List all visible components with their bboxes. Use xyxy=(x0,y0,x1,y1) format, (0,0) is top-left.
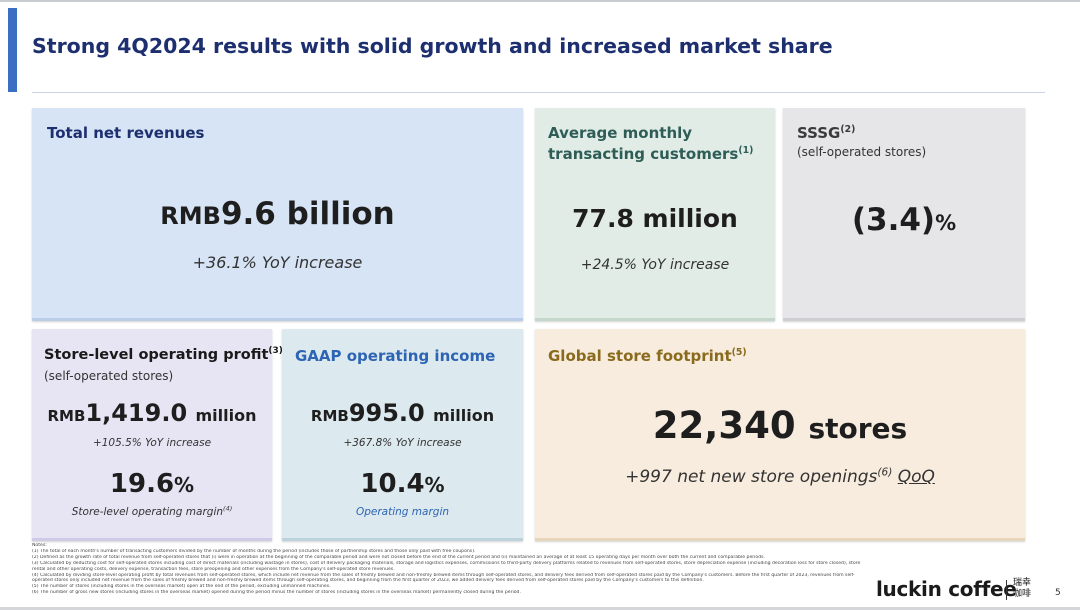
card-label: SSSG(2) xyxy=(797,124,855,142)
label-text: SSSG xyxy=(797,124,841,142)
card-label-line1: Average monthly xyxy=(548,124,693,142)
card-monthly-transacting-customers: Average monthly transacting customers(1)… xyxy=(535,108,775,321)
footnote-ref: (1) xyxy=(738,145,754,156)
card-label: Total net revenues xyxy=(47,124,205,142)
store-profit-yoy-change: +105.5% YoY increase xyxy=(92,437,212,449)
footnote-line: rental and other operating costs, delive… xyxy=(32,566,395,572)
footnote-line: (1) The total of each month's number of … xyxy=(32,548,476,554)
percent-sign: % xyxy=(174,473,195,497)
customers-yoy-change: +24.5% YoY increase xyxy=(580,257,730,273)
card-sublabel: (self-operated stores) xyxy=(797,145,927,159)
card-label: Store-level operating profit(3) xyxy=(44,347,283,363)
customers-value: 77.8 million xyxy=(572,204,738,233)
sssg-value: (3.4)% xyxy=(783,202,1025,238)
value-unit: million xyxy=(195,406,257,425)
footnote-line: (3) Calculated by deducting cost for sel… xyxy=(32,560,861,566)
label-text: Store-level operating profit xyxy=(44,347,269,363)
revenue-value: RMB9.6 billion xyxy=(32,196,523,232)
value-text: 1,419.0 xyxy=(85,399,188,427)
footnotes: Notes: (1) The total of each month's num… xyxy=(32,543,867,596)
value-text: 10.4 xyxy=(360,469,425,499)
footnote-ref: (4) xyxy=(223,504,233,513)
slide-bottom-edge xyxy=(0,607,1080,610)
title-divider xyxy=(32,92,1045,93)
slide-title: Strong 4Q2024 results with solid growth … xyxy=(32,34,833,58)
gaap-margin-label: Operating margin xyxy=(355,506,450,518)
card-label-line2: transacting customers(1) xyxy=(548,145,753,163)
net-new-stores-change: +997 net new store openings(6) QoQ xyxy=(535,467,1025,487)
label-text: Global store footprint xyxy=(548,347,732,365)
value-text: (3.4) xyxy=(851,202,936,238)
title-accent-bar xyxy=(8,8,17,92)
footnote-line: (2) Defined as the growth rate of total … xyxy=(32,554,766,560)
footnote-line: (6) The number of gross new stores (incl… xyxy=(32,590,521,596)
label-text: Store-level operating margin xyxy=(71,506,224,518)
logo-divider xyxy=(1006,580,1007,600)
luckin-coffee-logo: luckin coffee xyxy=(876,577,1017,601)
footnote-ref: (2) xyxy=(840,124,856,135)
gaap-yoy-change: +367.8% YoY increase xyxy=(343,437,462,449)
store-profit-value: RMB1,419.0 million xyxy=(32,399,272,427)
value-text: 9.6 billion xyxy=(220,196,395,232)
footnotes-heading: Notes: xyxy=(32,543,47,548)
value-unit: stores xyxy=(808,412,908,445)
footnote-ref: (3) xyxy=(268,346,283,357)
value-unit: million xyxy=(433,406,495,425)
gaap-margin-value: 10.4% xyxy=(282,469,523,499)
logo-cn-line: 咖啡 xyxy=(1013,589,1032,599)
footnote-ref: (5) xyxy=(731,347,747,358)
slide-top-edge xyxy=(0,0,1080,2)
store-margin-value: 19.6% xyxy=(32,469,272,499)
label-text: transacting customers xyxy=(548,145,739,163)
percent-sign: % xyxy=(424,473,445,497)
card-total-net-revenues: Total net revenues RMB9.6 billion +36.1%… xyxy=(32,108,523,321)
card-sssg: SSSG(2) (self-operated stores) (3.4)% xyxy=(783,108,1025,321)
store-count-value: 22,340 stores xyxy=(535,404,1025,447)
card-label: Global store footprint(5) xyxy=(548,347,747,365)
page-number: 5 xyxy=(1055,588,1061,598)
card-label: GAAP operating income xyxy=(295,347,496,365)
revenue-yoy-change: +36.1% YoY increase xyxy=(192,253,363,272)
value-text: 19.6 xyxy=(109,469,175,499)
currency-prefix: RMB xyxy=(160,202,221,230)
card-sublabel: (self-operated stores) xyxy=(44,369,174,383)
value-text: 995.0 xyxy=(348,399,425,427)
footnote-line: (5) The number of stores (including stor… xyxy=(32,584,331,590)
store-margin-label: Store-level operating margin(4) xyxy=(32,504,272,518)
logo-cn-line: 瑞幸 xyxy=(1013,578,1032,588)
footnote-ref: (6) xyxy=(877,466,893,479)
footnote-line: (4) Calculated by dividing store-level o… xyxy=(32,572,855,578)
gaap-value: RMB995.0 million xyxy=(282,399,523,427)
currency-prefix: RMB xyxy=(310,407,349,425)
currency-prefix: RMB xyxy=(47,407,86,425)
footnote-line: operated stores only included net revenu… xyxy=(32,578,704,584)
card-store-level-operating-profit: Store-level operating profit(3) (self-op… xyxy=(32,329,283,541)
change-text: +997 net new store openings xyxy=(625,467,878,487)
card-global-store-footprint: Global store footprint(5) 22,340 stores … xyxy=(535,329,1025,541)
card-gaap-operating-income: GAAP operating income RMB995.0 million +… xyxy=(282,329,523,541)
value-text: 22,340 xyxy=(652,404,796,447)
percent-sign: % xyxy=(935,211,957,235)
change-period: QoQ xyxy=(897,467,935,487)
logo-chinese-text: 瑞幸 咖啡 xyxy=(1013,578,1037,600)
